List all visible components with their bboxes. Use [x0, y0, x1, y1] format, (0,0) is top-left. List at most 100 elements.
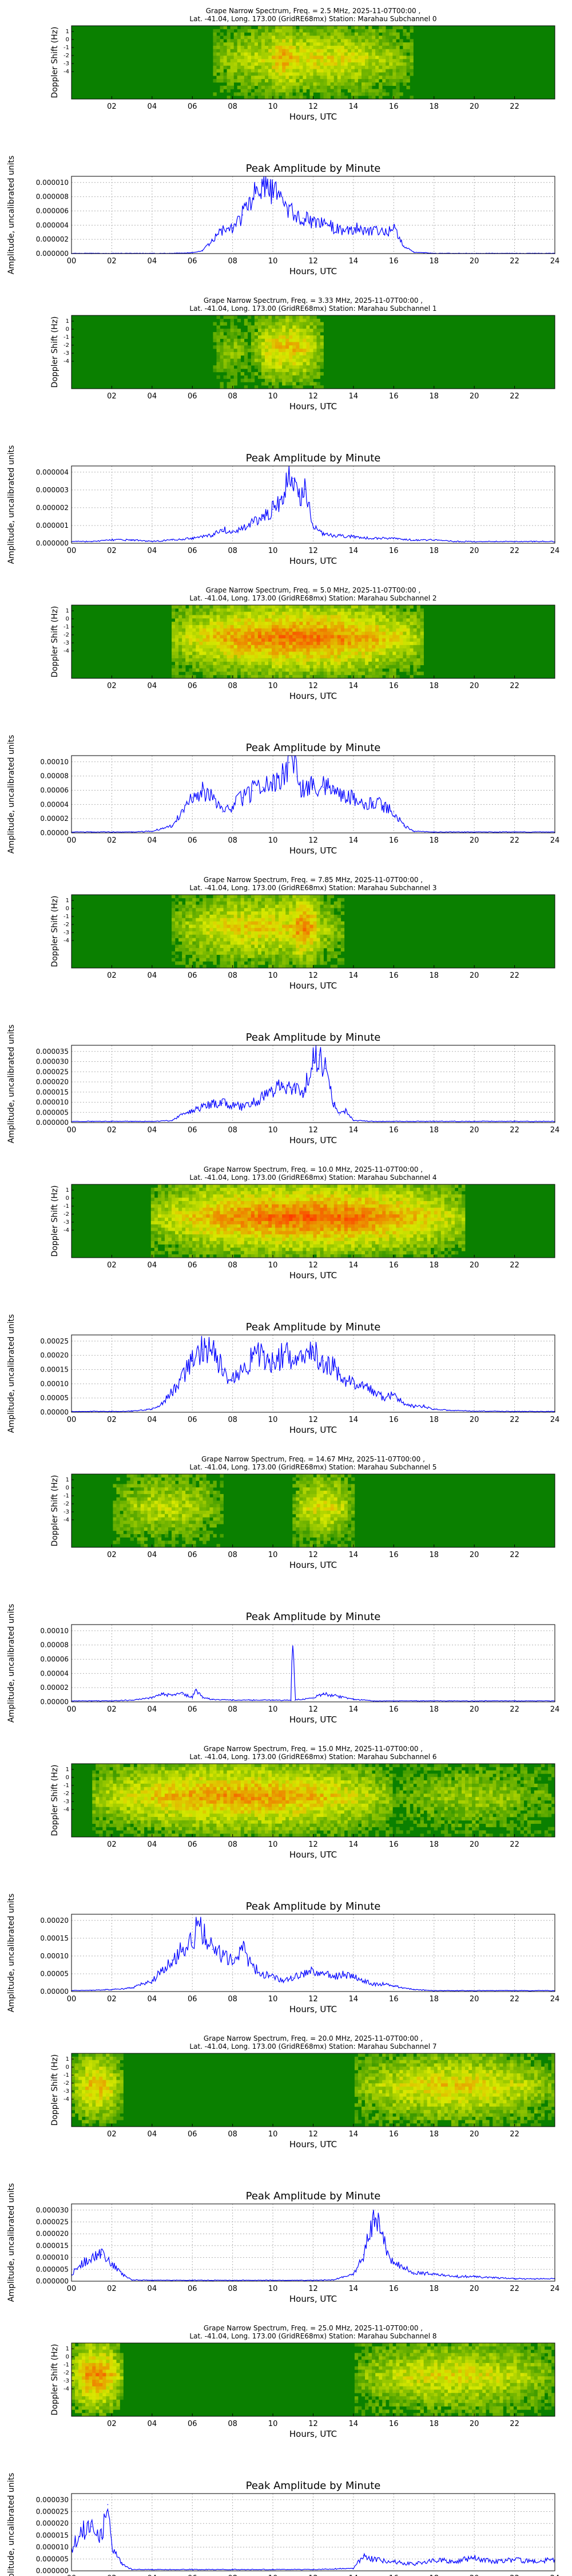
spectrum-cell — [247, 655, 252, 659]
spectrum-cell — [275, 625, 279, 629]
spectrum-cell — [199, 642, 203, 646]
spectrum-cell — [268, 325, 272, 329]
spectrum-cell — [150, 1214, 155, 1218]
spectrum-cell — [185, 675, 189, 679]
spectrum-cell — [344, 675, 348, 679]
spectrum-cell — [189, 928, 193, 932]
spectrum-cell — [275, 352, 279, 356]
spectrum-cell — [347, 642, 352, 646]
spectrum-cell — [347, 645, 352, 649]
amplitude-title: Peak Amplitude by Minute — [246, 163, 381, 175]
spectrum-cell — [313, 342, 317, 346]
spectrum-cell — [244, 322, 248, 326]
spectrum-cell — [230, 72, 234, 76]
spectrum-cell — [313, 62, 317, 66]
spectrum-cell — [309, 375, 313, 379]
amplitude-data-point — [324, 1068, 326, 1069]
spectrum-cell — [257, 56, 262, 60]
spectrum-cell — [227, 631, 231, 635]
spectrum-cell — [227, 638, 231, 642]
spectrum-cell — [268, 904, 272, 908]
spectrum-cell — [306, 928, 310, 932]
spectrum-cell — [196, 651, 200, 655]
spectrum-cell — [413, 638, 417, 642]
spectrum-cell — [185, 1198, 189, 1202]
spectrum-cell — [213, 898, 217, 902]
spectrum-cell — [354, 89, 359, 93]
spectrum-cell — [150, 1204, 155, 1208]
spectrum-cell — [296, 345, 300, 349]
spectrum-cell — [206, 901, 210, 905]
spectrum-cell — [227, 358, 231, 362]
spectrum-cell — [279, 42, 283, 46]
spectrum-cell — [216, 908, 220, 912]
spectrum-cell — [275, 948, 279, 952]
spectrum-cell — [261, 315, 265, 319]
spectrum-cell — [403, 631, 407, 635]
spectrum-cell — [251, 92, 255, 96]
spectrum-cell — [213, 951, 217, 955]
spectrum-cell — [189, 625, 193, 629]
spectrum-cell — [202, 918, 206, 922]
spectrum-cell — [227, 335, 231, 339]
spectrum-cell — [244, 645, 248, 649]
amplitude-ytick-label: 0.000005 — [36, 1108, 69, 1116]
spectrum-cell — [292, 345, 296, 349]
spectrum-cell — [410, 642, 414, 646]
spectrum-cell — [309, 645, 313, 649]
spectrum-cell — [230, 62, 234, 66]
spectrum-cell — [272, 358, 276, 362]
spectrum-cell — [202, 934, 206, 938]
spectrum-cell — [275, 608, 279, 612]
spectrum-cell — [299, 921, 303, 925]
spectrum-cell — [202, 631, 206, 635]
spectrum-cell — [410, 59, 414, 63]
spectrum-cell — [189, 898, 193, 902]
amplitude-ytick-label: 0.000015 — [36, 1088, 69, 1096]
spectrum-cell — [182, 611, 186, 615]
spectrum-cell — [306, 675, 310, 679]
spectrum-cell — [309, 904, 313, 908]
amplitude-data-point — [383, 805, 384, 807]
spectrum-cell — [306, 29, 310, 33]
spectrum-cell — [213, 901, 217, 905]
spectrum-cell — [406, 49, 410, 53]
spectrum-cell — [316, 349, 320, 353]
spectrum-cell — [362, 638, 366, 642]
spectrum-cell — [220, 938, 224, 942]
spectrum-cell — [220, 49, 224, 53]
spectrum-cell — [247, 908, 252, 912]
spectrum-cell — [379, 635, 383, 639]
spectrum-cell — [192, 951, 196, 955]
spectrum-cell — [227, 72, 231, 76]
spectrum-cell — [230, 655, 234, 659]
amplitude-xtick-label: 10 — [268, 1126, 278, 1135]
spectrum-cell — [289, 325, 293, 329]
spectrum-cell — [230, 79, 234, 83]
spectrum-cell — [340, 56, 345, 60]
spectrum-ytick-label: 1 — [66, 29, 69, 35]
spectrum-xtick-label: 10 — [268, 971, 278, 980]
spectrum-cell — [230, 645, 234, 649]
spectrum-cell — [192, 901, 196, 905]
spectrum-cell — [327, 911, 331, 915]
spectrum-cell — [303, 332, 307, 336]
spectrum-cell — [192, 898, 196, 902]
spectrum-cell — [285, 96, 289, 100]
spectrum-cell — [227, 958, 231, 962]
spectrum-cell — [292, 62, 296, 66]
spectrum-panel: Grape Narrow Spectrum, Freq. = 5.0 MHz, … — [50, 586, 555, 701]
spectrum-cell — [362, 65, 366, 69]
spectrum-cell — [362, 618, 366, 622]
spectrum-cell — [296, 618, 300, 622]
spectrum-ytick-label: -2 — [63, 53, 69, 59]
spectrum-cell — [240, 332, 245, 336]
spectrum-cell — [399, 26, 403, 30]
spectrum-cell — [403, 69, 407, 73]
spectrum-cell — [368, 79, 372, 83]
spectrum-cell — [292, 638, 296, 642]
spectrum-cell — [386, 618, 390, 622]
spectrum-cell — [285, 928, 289, 932]
spectrum-cell — [268, 645, 272, 649]
